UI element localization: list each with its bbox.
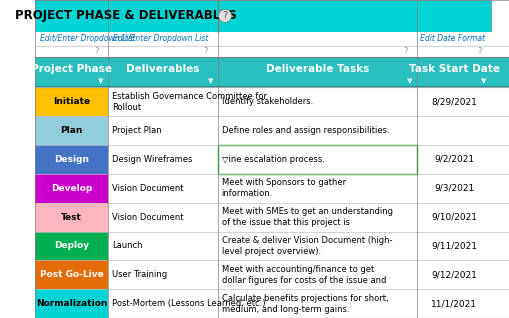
Text: ▽ine escalation process.: ▽ine escalation process. — [221, 155, 324, 164]
Text: Launch: Launch — [112, 241, 143, 251]
Text: Develop: Develop — [51, 184, 92, 193]
Bar — [217, 232, 416, 260]
Bar — [35, 174, 108, 203]
Text: ?: ? — [94, 47, 99, 56]
Text: Edit/Enter Dropdown List: Edit/Enter Dropdown List — [40, 34, 135, 44]
Bar — [35, 203, 108, 232]
Bar — [217, 145, 416, 174]
Text: Deliverable Tasks: Deliverable Tasks — [265, 64, 369, 74]
Bar — [35, 46, 509, 57]
Bar — [108, 87, 217, 116]
Bar — [217, 87, 416, 116]
Bar — [35, 57, 509, 87]
Text: Deliverables: Deliverables — [126, 64, 200, 74]
Bar — [416, 289, 490, 318]
Text: 11/1/2021: 11/1/2021 — [430, 299, 476, 308]
Text: Post-Mortem (Lessons Learned, etc.): Post-Mortem (Lessons Learned, etc.) — [112, 299, 265, 308]
Bar — [217, 203, 416, 232]
Text: PROJECT PHASE & DELIVERABLES: PROJECT PHASE & DELIVERABLES — [15, 10, 237, 22]
Bar — [35, 232, 108, 260]
Text: Initiate: Initiate — [53, 97, 90, 106]
Text: ?: ? — [203, 47, 208, 56]
Text: Task Start Date: Task Start Date — [408, 64, 499, 74]
Text: ?: ? — [222, 11, 227, 21]
Text: 9/11/2021: 9/11/2021 — [430, 241, 476, 251]
Text: Vision Document: Vision Document — [112, 184, 183, 193]
Text: 9/12/2021: 9/12/2021 — [431, 270, 476, 279]
Bar — [416, 116, 490, 145]
Text: Project Phase: Project Phase — [31, 64, 112, 74]
Text: ?: ? — [476, 47, 480, 56]
Text: Post Go-Live: Post Go-Live — [40, 270, 103, 279]
Text: Meet with accounting/finance to get
dollar figures for costs of the issue and: Meet with accounting/finance to get doll… — [221, 265, 385, 285]
Bar — [108, 289, 217, 318]
Bar — [108, 203, 217, 232]
Text: Edit/Enter Dropdown List: Edit/Enter Dropdown List — [113, 34, 208, 44]
Bar — [416, 260, 490, 289]
Bar — [108, 174, 217, 203]
Bar — [416, 232, 490, 260]
Text: 9/3/2021: 9/3/2021 — [433, 184, 473, 193]
Text: ▼: ▼ — [207, 79, 213, 84]
Text: 9/2/2021: 9/2/2021 — [433, 155, 473, 164]
Bar — [35, 116, 108, 145]
Bar — [108, 260, 217, 289]
Bar — [108, 116, 217, 145]
Text: 9/10/2021: 9/10/2021 — [430, 213, 476, 222]
Text: Project Plan: Project Plan — [112, 126, 161, 135]
Bar — [35, 289, 108, 318]
Text: ?: ? — [403, 47, 407, 56]
Text: Plan: Plan — [60, 126, 82, 135]
Bar — [108, 145, 217, 174]
Text: Test: Test — [61, 213, 82, 222]
Bar — [217, 116, 416, 145]
Text: Identify stakeholders.: Identify stakeholders. — [221, 97, 312, 106]
Text: Meet with SMEs to get an understanding
of the issue that this project is: Meet with SMEs to get an understanding o… — [221, 207, 392, 227]
Bar — [217, 145, 416, 174]
Bar — [416, 203, 490, 232]
Bar — [35, 87, 108, 116]
Bar — [108, 232, 217, 260]
Text: Calculate benefits projections for short,
medium, and long-term gains.: Calculate benefits projections for short… — [221, 294, 387, 314]
Bar — [35, 0, 217, 32]
Text: Meet with Sponsors to gather
information.: Meet with Sponsors to gather information… — [221, 178, 345, 198]
Text: Normalization: Normalization — [36, 299, 107, 308]
Text: 8/29/2021: 8/29/2021 — [431, 97, 476, 106]
Text: Vision Document: Vision Document — [112, 213, 183, 222]
Text: Edit Date Format: Edit Date Format — [419, 34, 484, 44]
Bar — [35, 260, 108, 289]
Bar — [35, 145, 108, 174]
Bar — [217, 0, 490, 32]
Bar — [35, 32, 509, 46]
Text: Design Wireframes: Design Wireframes — [112, 155, 192, 164]
Bar — [217, 260, 416, 289]
Bar — [416, 87, 490, 116]
Text: Deploy: Deploy — [54, 241, 89, 251]
Text: Create & deliver Vision Document (high-
level project overview).: Create & deliver Vision Document (high- … — [221, 236, 391, 256]
Text: ▼: ▼ — [480, 79, 485, 84]
Text: ▼: ▼ — [406, 79, 412, 84]
Bar — [217, 289, 416, 318]
Text: User Training: User Training — [112, 270, 167, 279]
Bar — [416, 145, 490, 174]
Text: Define roles and assign responsibilities.: Define roles and assign responsibilities… — [221, 126, 388, 135]
Text: Establish Governance Committee for
Rollout: Establish Governance Committee for Rollo… — [112, 92, 267, 112]
Text: Design: Design — [54, 155, 89, 164]
Bar — [217, 174, 416, 203]
Text: ▼: ▼ — [98, 79, 103, 84]
Bar — [416, 174, 490, 203]
